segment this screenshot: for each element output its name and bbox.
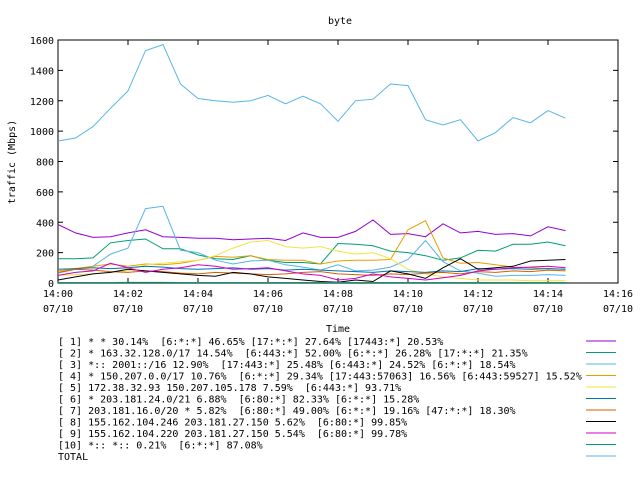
legend-label: TOTAL — [58, 452, 88, 463]
chart-title: byte — [328, 16, 352, 27]
x-tick-time-label: 14:02 — [113, 289, 143, 300]
x-tick-date-label: 07/10 — [463, 304, 493, 315]
x-axis-label: Time — [326, 324, 350, 335]
legend-label: [ 9] 155.162.104.220 203.181.27.150 5.54… — [58, 429, 407, 440]
legend-label: [10] *:: *:: 0.21% [6:*:*] 87.08% — [58, 441, 263, 452]
y-tick-label: 1600 — [30, 36, 54, 47]
x-tick-date-label: 07/10 — [43, 304, 73, 315]
x-tick-time-label: 14:10 — [393, 289, 423, 300]
legend-label: [ 4] * 150.207.0.0/17 10.76% [6:*:*] 29.… — [58, 372, 582, 383]
x-tick-time-label: 14:14 — [533, 289, 563, 300]
legend-label: [ 6] * 203.181.24.0/21 6.88% [6:80:*] 82… — [58, 395, 419, 406]
x-tick-time-label: 14:12 — [463, 289, 493, 300]
legend-label: [ 3] *:: 2001::/16 12.90% [17:443:*] 25.… — [58, 360, 516, 371]
y-tick-label: 200 — [36, 249, 54, 260]
x-tick-date-label: 07/10 — [533, 304, 563, 315]
legend-label: [ 1] * * 30.14% [6:*:*] 46.65% [17:*:*] … — [58, 337, 443, 348]
x-tick-date-label: 07/10 — [183, 304, 213, 315]
y-axis-label: traffic (Mbps) — [7, 120, 18, 204]
y-tick-label: 600 — [36, 188, 54, 199]
x-tick-date-label: 07/10 — [393, 304, 423, 315]
legend-label: [ 5] 172.38.32.93 150.207.105.178 7.59% … — [58, 383, 401, 394]
x-tick-time-label: 14:00 — [43, 289, 73, 300]
x-tick-time-label: 14:08 — [323, 289, 353, 300]
x-tick-date-label: 07/10 — [113, 304, 143, 315]
y-tick-label: 800 — [36, 158, 54, 169]
x-tick-date-label: 07/10 — [253, 304, 283, 315]
y-tick-label: 1200 — [30, 97, 54, 108]
legend-label: [ 7] 203.181.16.0/20 * 5.82% [6:80:*] 49… — [58, 406, 516, 417]
x-tick-time-label: 14:04 — [183, 289, 213, 300]
legend-label: [ 8] 155.162.104.246 203.181.27.150 5.62… — [58, 418, 407, 429]
x-tick-time-label: 14:06 — [253, 289, 283, 300]
y-tick-label: 400 — [36, 218, 54, 229]
y-tick-label: 1400 — [30, 66, 54, 77]
x-tick-date-label: 07/10 — [603, 304, 633, 315]
x-tick-date-label: 07/10 — [323, 304, 353, 315]
y-tick-label: 1000 — [30, 127, 54, 138]
legend-label: [ 2] * 163.32.128.0/17 14.54% [6:443:*] … — [58, 349, 528, 360]
x-tick-time-label: 14:16 — [603, 289, 633, 300]
